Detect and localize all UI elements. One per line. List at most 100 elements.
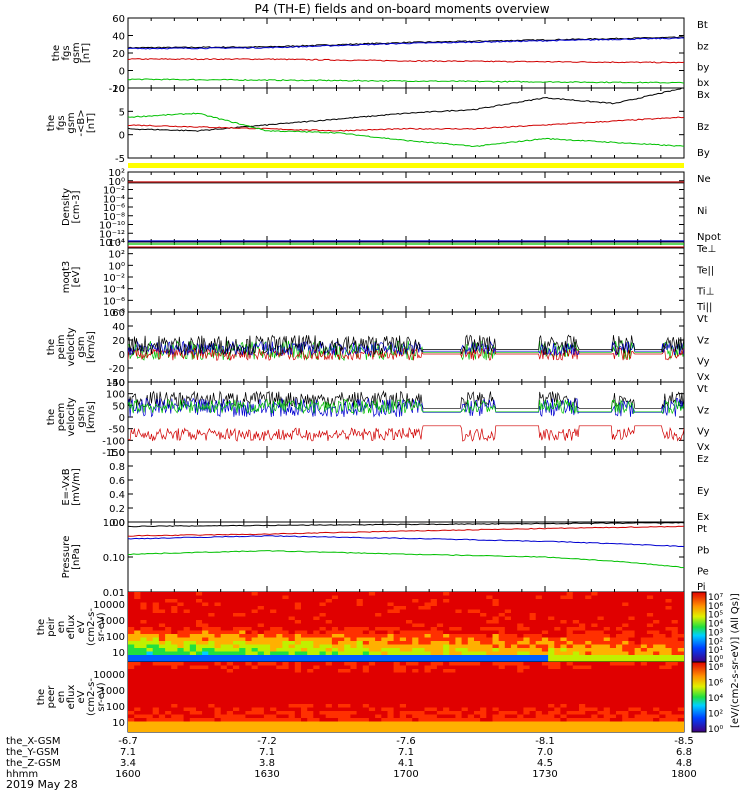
heatmap-cell [504,662,512,667]
heatmap-cell [171,718,178,723]
heatmap-cell [406,609,413,614]
heatmap-cell [418,683,426,688]
heatmap-cell [233,651,240,656]
heatmap-cell [399,641,407,646]
heatmap-cell [356,641,364,646]
heatmap-cell [486,665,494,670]
heatmap-cell [319,725,327,730]
heatmap-cell [282,616,290,621]
heatmap-cell [226,676,234,681]
heatmap-cell [128,630,135,635]
heatmap-cell [646,627,654,632]
legend-bz: bz [697,41,709,52]
heatmap-cell [449,595,456,600]
heatmap-cell [548,644,555,649]
heatmap-cell [325,693,333,698]
heatmap-cell [634,648,642,653]
heatmap-cell [362,623,370,628]
heatmap-cell [560,595,568,600]
heatmap-cell [387,648,395,653]
heatmap-cell [609,672,617,677]
heatmap-cell [597,690,605,695]
heatmap-cell [375,697,382,702]
heatmap-cell [399,718,407,723]
heatmap-cell [257,683,265,688]
heatmap-cell [677,651,684,656]
heatmap-cell [548,648,555,653]
heatmap-cell [171,690,178,695]
heatmap-cell [449,644,456,649]
heatmap-cell [331,704,339,709]
heatmap-cell [146,613,154,618]
y-axis-label-line: the [51,45,62,61]
heatmap-cell [591,620,599,625]
heatmap-cell [498,669,506,674]
heatmap-cell [566,693,574,698]
heatmap-cell [498,602,506,607]
heatmap-cell [313,658,321,662]
heatmap-cell [270,669,277,674]
heatmap-cell [665,630,673,635]
heatmap-cell [183,728,191,732]
heatmap-cell [356,697,364,702]
heatmap-cell [511,718,518,723]
heatmap-cell [517,662,524,667]
heatmap-cell [381,679,389,684]
heatmap-cell [233,669,240,674]
heatmap-cell [171,613,178,618]
panel-peer_eflux: the peer en eflux eV (cm2-s-sr-eV)10000100010… [36,661,685,733]
heatmap-cell [313,644,321,649]
heatmap-cell [375,623,382,628]
heatmap-cell [523,714,531,719]
heatmap-cell [276,627,284,632]
heatmap-cell [251,627,259,632]
heatmap-cell [412,721,419,726]
heatmap-cell [158,644,166,649]
heatmap-cell [171,658,178,662]
heatmap-cell [443,658,450,662]
heatmap-cell [480,662,487,667]
heatmap-cell [634,718,642,723]
heatmap-cell [239,662,246,667]
heatmap-cell [486,714,494,719]
heatmap-cell [511,655,518,660]
heatmap-cell [183,725,191,730]
heatmap-cell [257,616,265,621]
heatmap-cell [461,704,469,709]
heatmap-cell [128,609,135,614]
heatmap-cell [239,672,246,677]
heatmap-cell [183,676,191,681]
heatmap-cell [233,627,240,632]
heatmap-cell [257,665,265,670]
heatmap-cell [344,595,351,600]
heatmap-cell [572,613,580,618]
heatmap-cell [381,676,389,681]
heatmap-cell [356,679,364,684]
heatmap-cell [467,595,475,600]
heatmap-cell [430,721,438,726]
heatmap-cell [622,651,629,656]
heatmap-cell [183,602,191,607]
heatmap-cell [480,616,487,621]
heatmap-cell [152,662,160,667]
heatmap-cell [171,651,178,656]
heatmap-cell [257,592,265,597]
heatmap-cell [165,602,172,607]
heatmap-cell [362,641,370,646]
heatmap-cell [189,595,197,600]
heatmap-cell [214,690,222,695]
heatmap-cell [270,620,277,625]
heatmap-cell [288,599,296,604]
heatmap-cell [270,676,277,681]
heatmap-cell [572,616,580,621]
y-axis-label-line: Pressure [61,536,72,579]
heatmap-cell [381,609,389,614]
heatmap-cell [214,658,222,662]
heatmap-cell [609,644,617,649]
y-tick-label: 0.10 [103,553,125,564]
heatmap-cell [294,721,302,726]
heatmap-cell [233,595,240,600]
heatmap-cell [208,613,216,618]
heatmap-cell [659,595,667,600]
